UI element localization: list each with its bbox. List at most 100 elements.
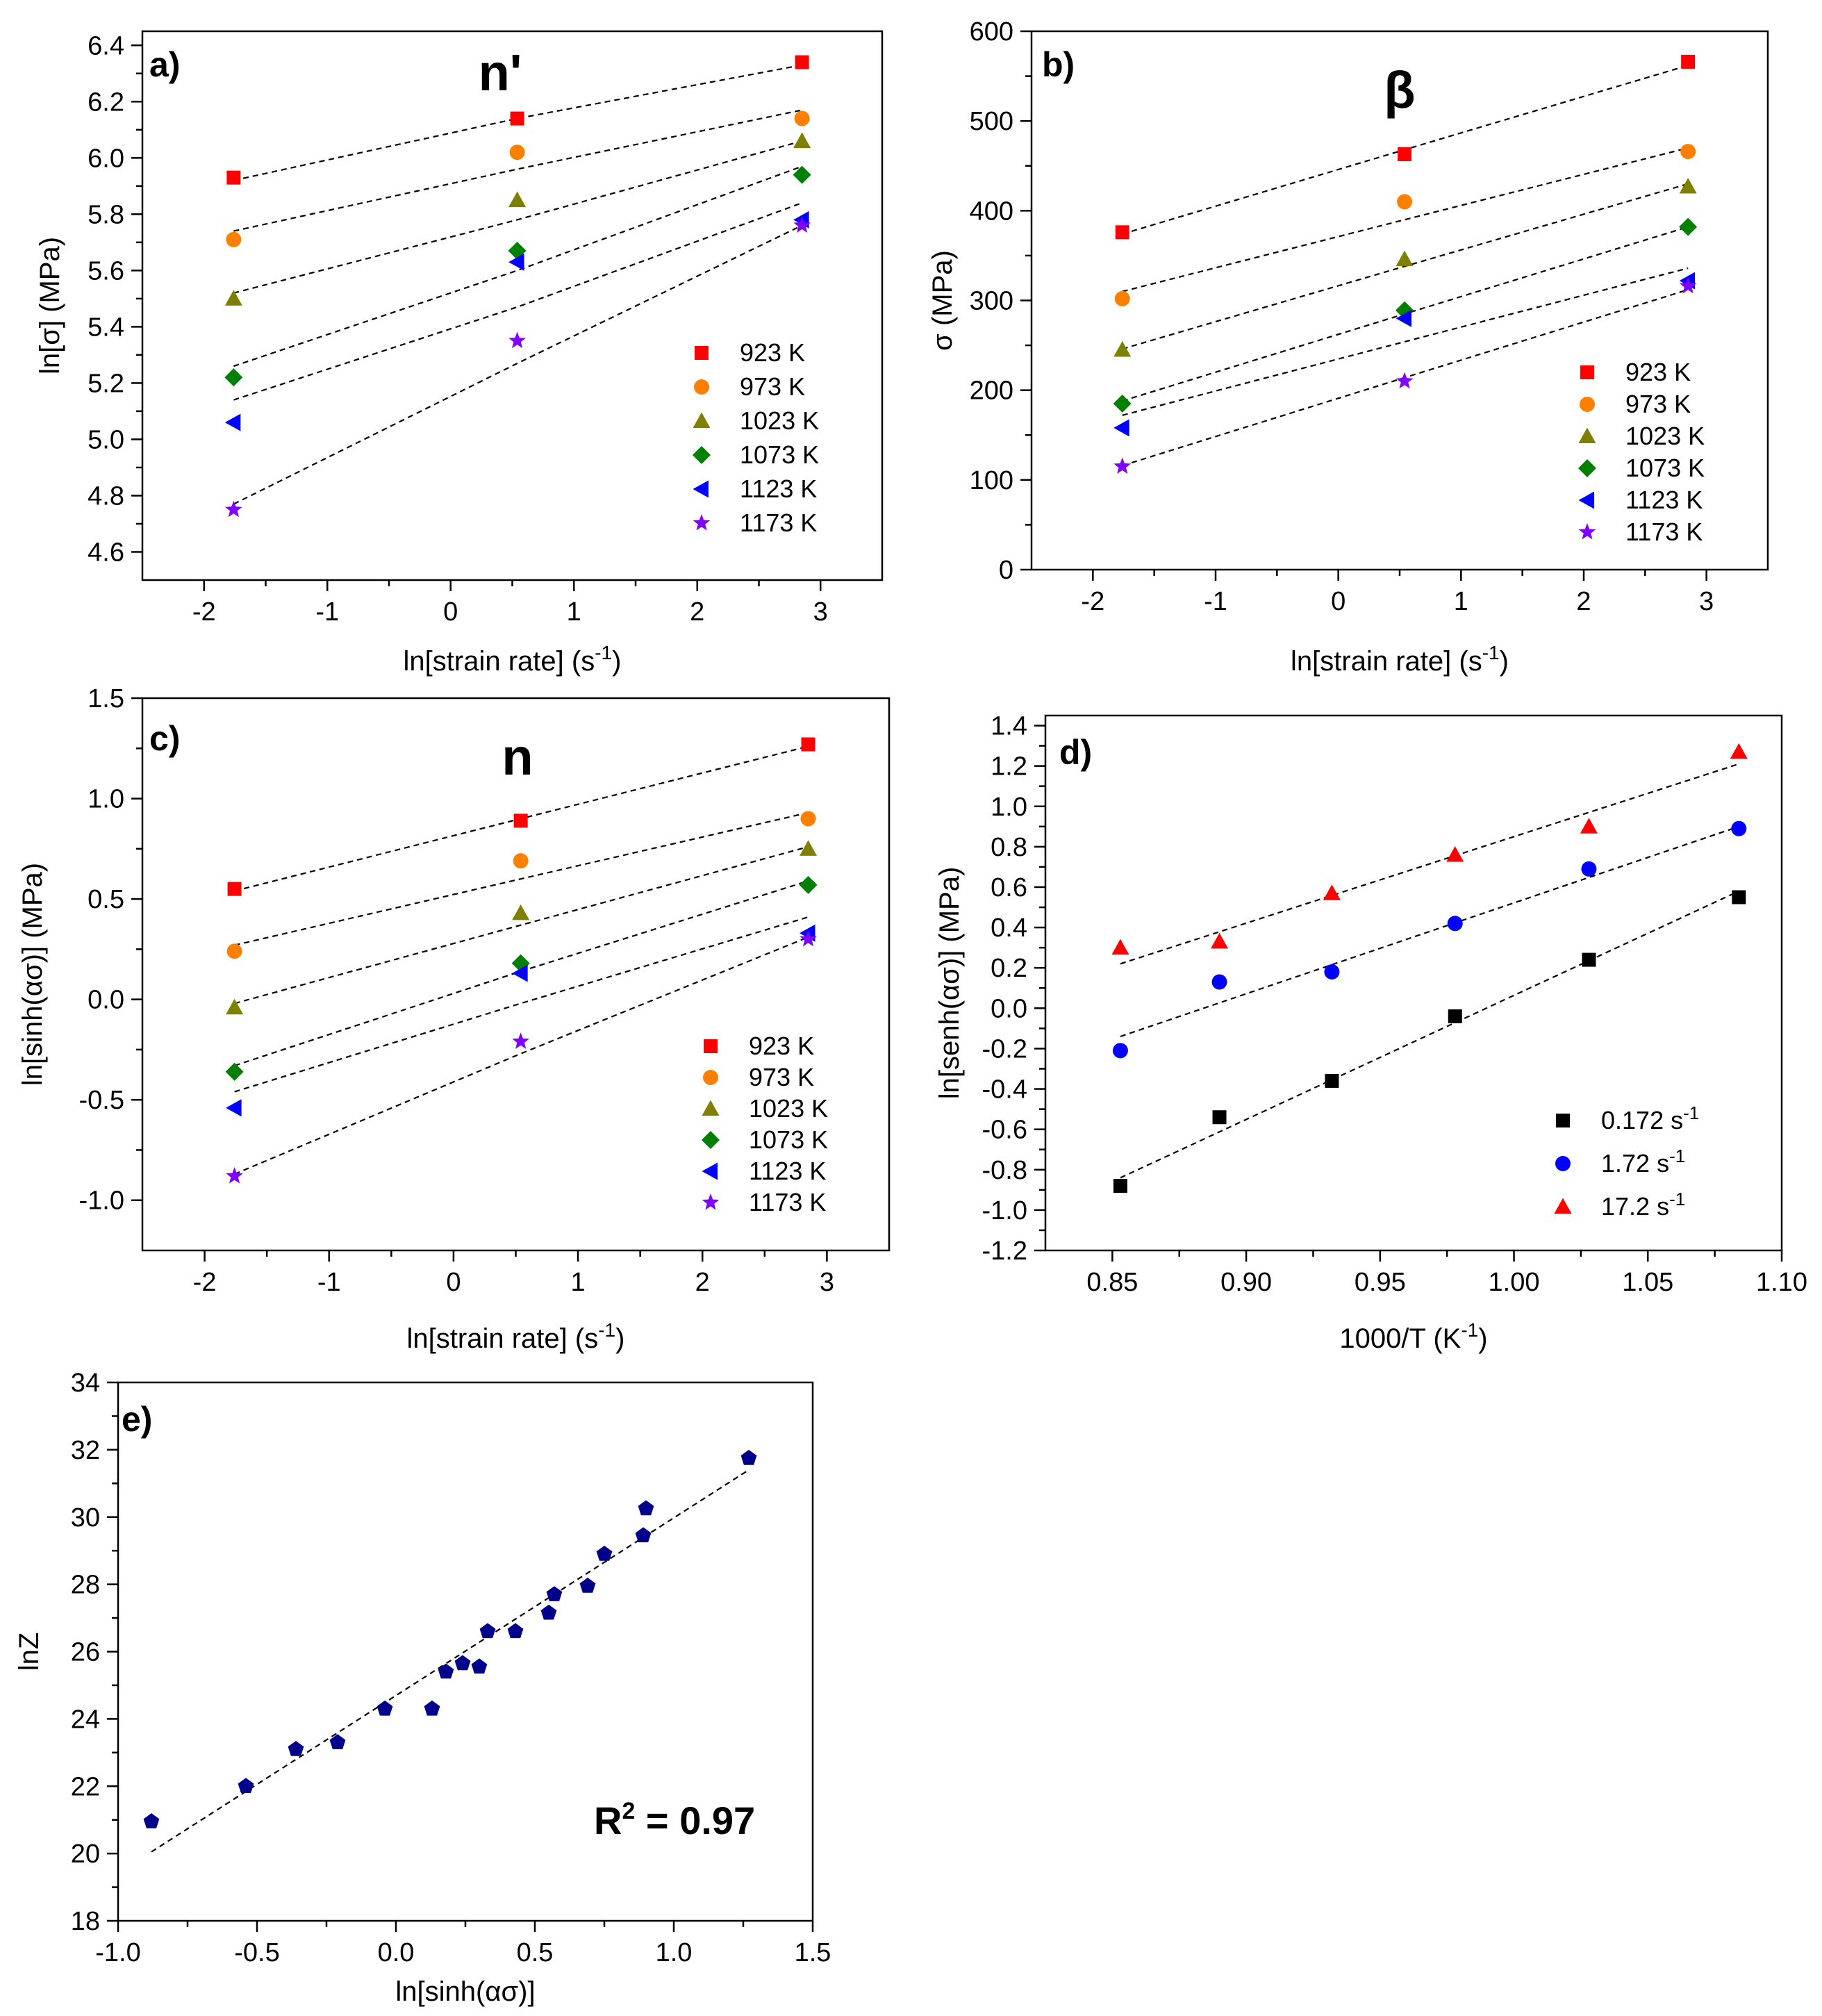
legend-label: 973 K xyxy=(740,372,805,401)
legend-label: 0.172 s-1 xyxy=(1601,1102,1699,1134)
x-tick-label: -1 xyxy=(1204,587,1227,616)
y-tick-label: 34 xyxy=(71,1369,100,1398)
series-1123-K: 1123 K xyxy=(1113,267,1703,514)
legend-label: 923 K xyxy=(1625,358,1691,386)
y-tick-label: 1.0 xyxy=(88,785,124,814)
x-tick-label: -1.0 xyxy=(95,1938,140,1967)
legend-marker xyxy=(1554,1198,1572,1214)
data-point xyxy=(1730,743,1748,759)
series-1073-K: 1073 K xyxy=(225,875,828,1154)
x-axis-title-end: ) xyxy=(615,1323,624,1354)
data-point xyxy=(376,1700,393,1716)
panel-b: -2 -1 0 1 2 3 0 100 200 300 400 500 600 ln[strain rat… xyxy=(927,17,1769,677)
data-point xyxy=(224,368,243,387)
y-tick-label: 0 xyxy=(999,556,1013,585)
y-tick-label: 0.5 xyxy=(88,885,124,914)
legend-label-text: 923 K xyxy=(740,338,805,367)
panel-c: -2 -1 0 1 2 3 -1.0 -0.5 0.0 0.5 1.0 1.5 ln[strain ra… xyxy=(17,684,891,1354)
legend-label: 1023 K xyxy=(1625,422,1705,450)
data-point xyxy=(799,875,818,894)
legend-marker xyxy=(693,514,711,531)
fit-line xyxy=(1120,890,1739,1179)
legend-label-text: 1023 K xyxy=(1625,422,1705,450)
data-point xyxy=(1113,419,1129,437)
x-tick-label: 3 xyxy=(820,1268,834,1297)
legend-marker xyxy=(702,1100,720,1116)
fit-line xyxy=(233,165,802,367)
y-tick-label: 30 xyxy=(71,1503,100,1532)
legend-label: 973 K xyxy=(1625,390,1691,418)
legend-label-text: 1173 K xyxy=(749,1188,826,1216)
series-1123-K: 1123 K xyxy=(224,202,817,503)
legend-label-text: 923 K xyxy=(749,1032,814,1060)
series-0.172-s: 0.172 s-1 xyxy=(1113,890,1746,1193)
x-tick-label: 1.10 xyxy=(1756,1268,1807,1297)
data-point xyxy=(546,1586,563,1601)
y-axis-title: lnZ xyxy=(14,1633,44,1671)
data-point xyxy=(795,55,809,69)
data-point xyxy=(794,110,810,126)
data-point xyxy=(1679,217,1698,236)
data-point xyxy=(793,132,811,148)
y-tick-label: 18 xyxy=(71,1907,100,1936)
x-tick-label: 2 xyxy=(695,1268,710,1297)
data-point xyxy=(226,1167,243,1184)
x-axis-title: ln[strain rate] (s-1) xyxy=(1291,642,1509,677)
legend-marker xyxy=(693,412,711,428)
series-1173-K: 1173 K xyxy=(1113,276,1703,546)
data-point xyxy=(226,998,244,1015)
data-point xyxy=(1446,845,1464,862)
data-point xyxy=(540,1604,557,1620)
data-point xyxy=(579,1578,596,1593)
data-point xyxy=(638,1500,654,1516)
legend-marker xyxy=(693,446,711,464)
x-axis-title-text: ln[strain rate] (s xyxy=(407,1323,599,1354)
y-tick-label: 22 xyxy=(71,1772,100,1801)
data-point xyxy=(1115,225,1129,240)
data-point xyxy=(329,1734,346,1749)
x-tick-label: 0 xyxy=(443,597,458,627)
data-point xyxy=(1397,194,1413,210)
y-tick-label: 0.6 xyxy=(991,873,1027,902)
x-tick-label: 3 xyxy=(1699,587,1714,616)
data-point xyxy=(288,1741,304,1756)
data-point xyxy=(1325,1073,1339,1088)
legend-label-text: 0.172 s xyxy=(1601,1106,1683,1134)
legend-label: 1023 K xyxy=(749,1094,828,1123)
legend-label-text: 1173 K xyxy=(1625,518,1703,546)
r-squared-value: = 0.97 xyxy=(635,1799,755,1842)
legend-label: 1173 K xyxy=(740,509,817,537)
x-axis-title: ln[strain rate] (s-1) xyxy=(407,1319,625,1354)
data-point xyxy=(800,840,818,856)
series-1023-K: 1023 K xyxy=(226,840,828,1123)
y-tick-label: -0.2 xyxy=(982,1034,1027,1064)
data-point xyxy=(479,1623,496,1639)
data-point xyxy=(1324,964,1340,980)
y-tick-label: 1.0 xyxy=(991,793,1027,822)
series-973-K: 973 K xyxy=(226,811,816,1091)
data-point xyxy=(224,413,241,431)
y-tick-label: 200 xyxy=(970,377,1013,406)
legend-label-text: 923 K xyxy=(1625,358,1691,386)
r-squared-r: R xyxy=(594,1799,622,1842)
x-tick-label: 1.0 xyxy=(656,1938,693,1967)
x-tick-label: 0 xyxy=(1331,587,1345,616)
r-squared-label: R2 = 0.97 xyxy=(594,1798,755,1842)
legend-marker xyxy=(1580,365,1594,379)
plot-frame xyxy=(1044,714,1783,1252)
data-point xyxy=(1396,372,1414,389)
series-923-K: 923 K xyxy=(226,55,809,367)
data-point xyxy=(1681,54,1696,69)
data-point xyxy=(1447,916,1463,932)
legend-label: 1073 K xyxy=(1625,454,1705,482)
data-point xyxy=(1679,276,1697,294)
x-tick-label: -1 xyxy=(317,1268,341,1297)
x-tick-label: 0.5 xyxy=(517,1938,554,1967)
data-point xyxy=(225,1062,244,1081)
fit-line xyxy=(1122,267,1689,416)
data-point xyxy=(512,1032,529,1049)
x-tick-label: -2 xyxy=(192,597,216,627)
x-tick-label: 2 xyxy=(690,597,704,627)
legend-label: 1.72 s-1 xyxy=(1601,1146,1685,1178)
legend-marker xyxy=(702,1193,720,1210)
